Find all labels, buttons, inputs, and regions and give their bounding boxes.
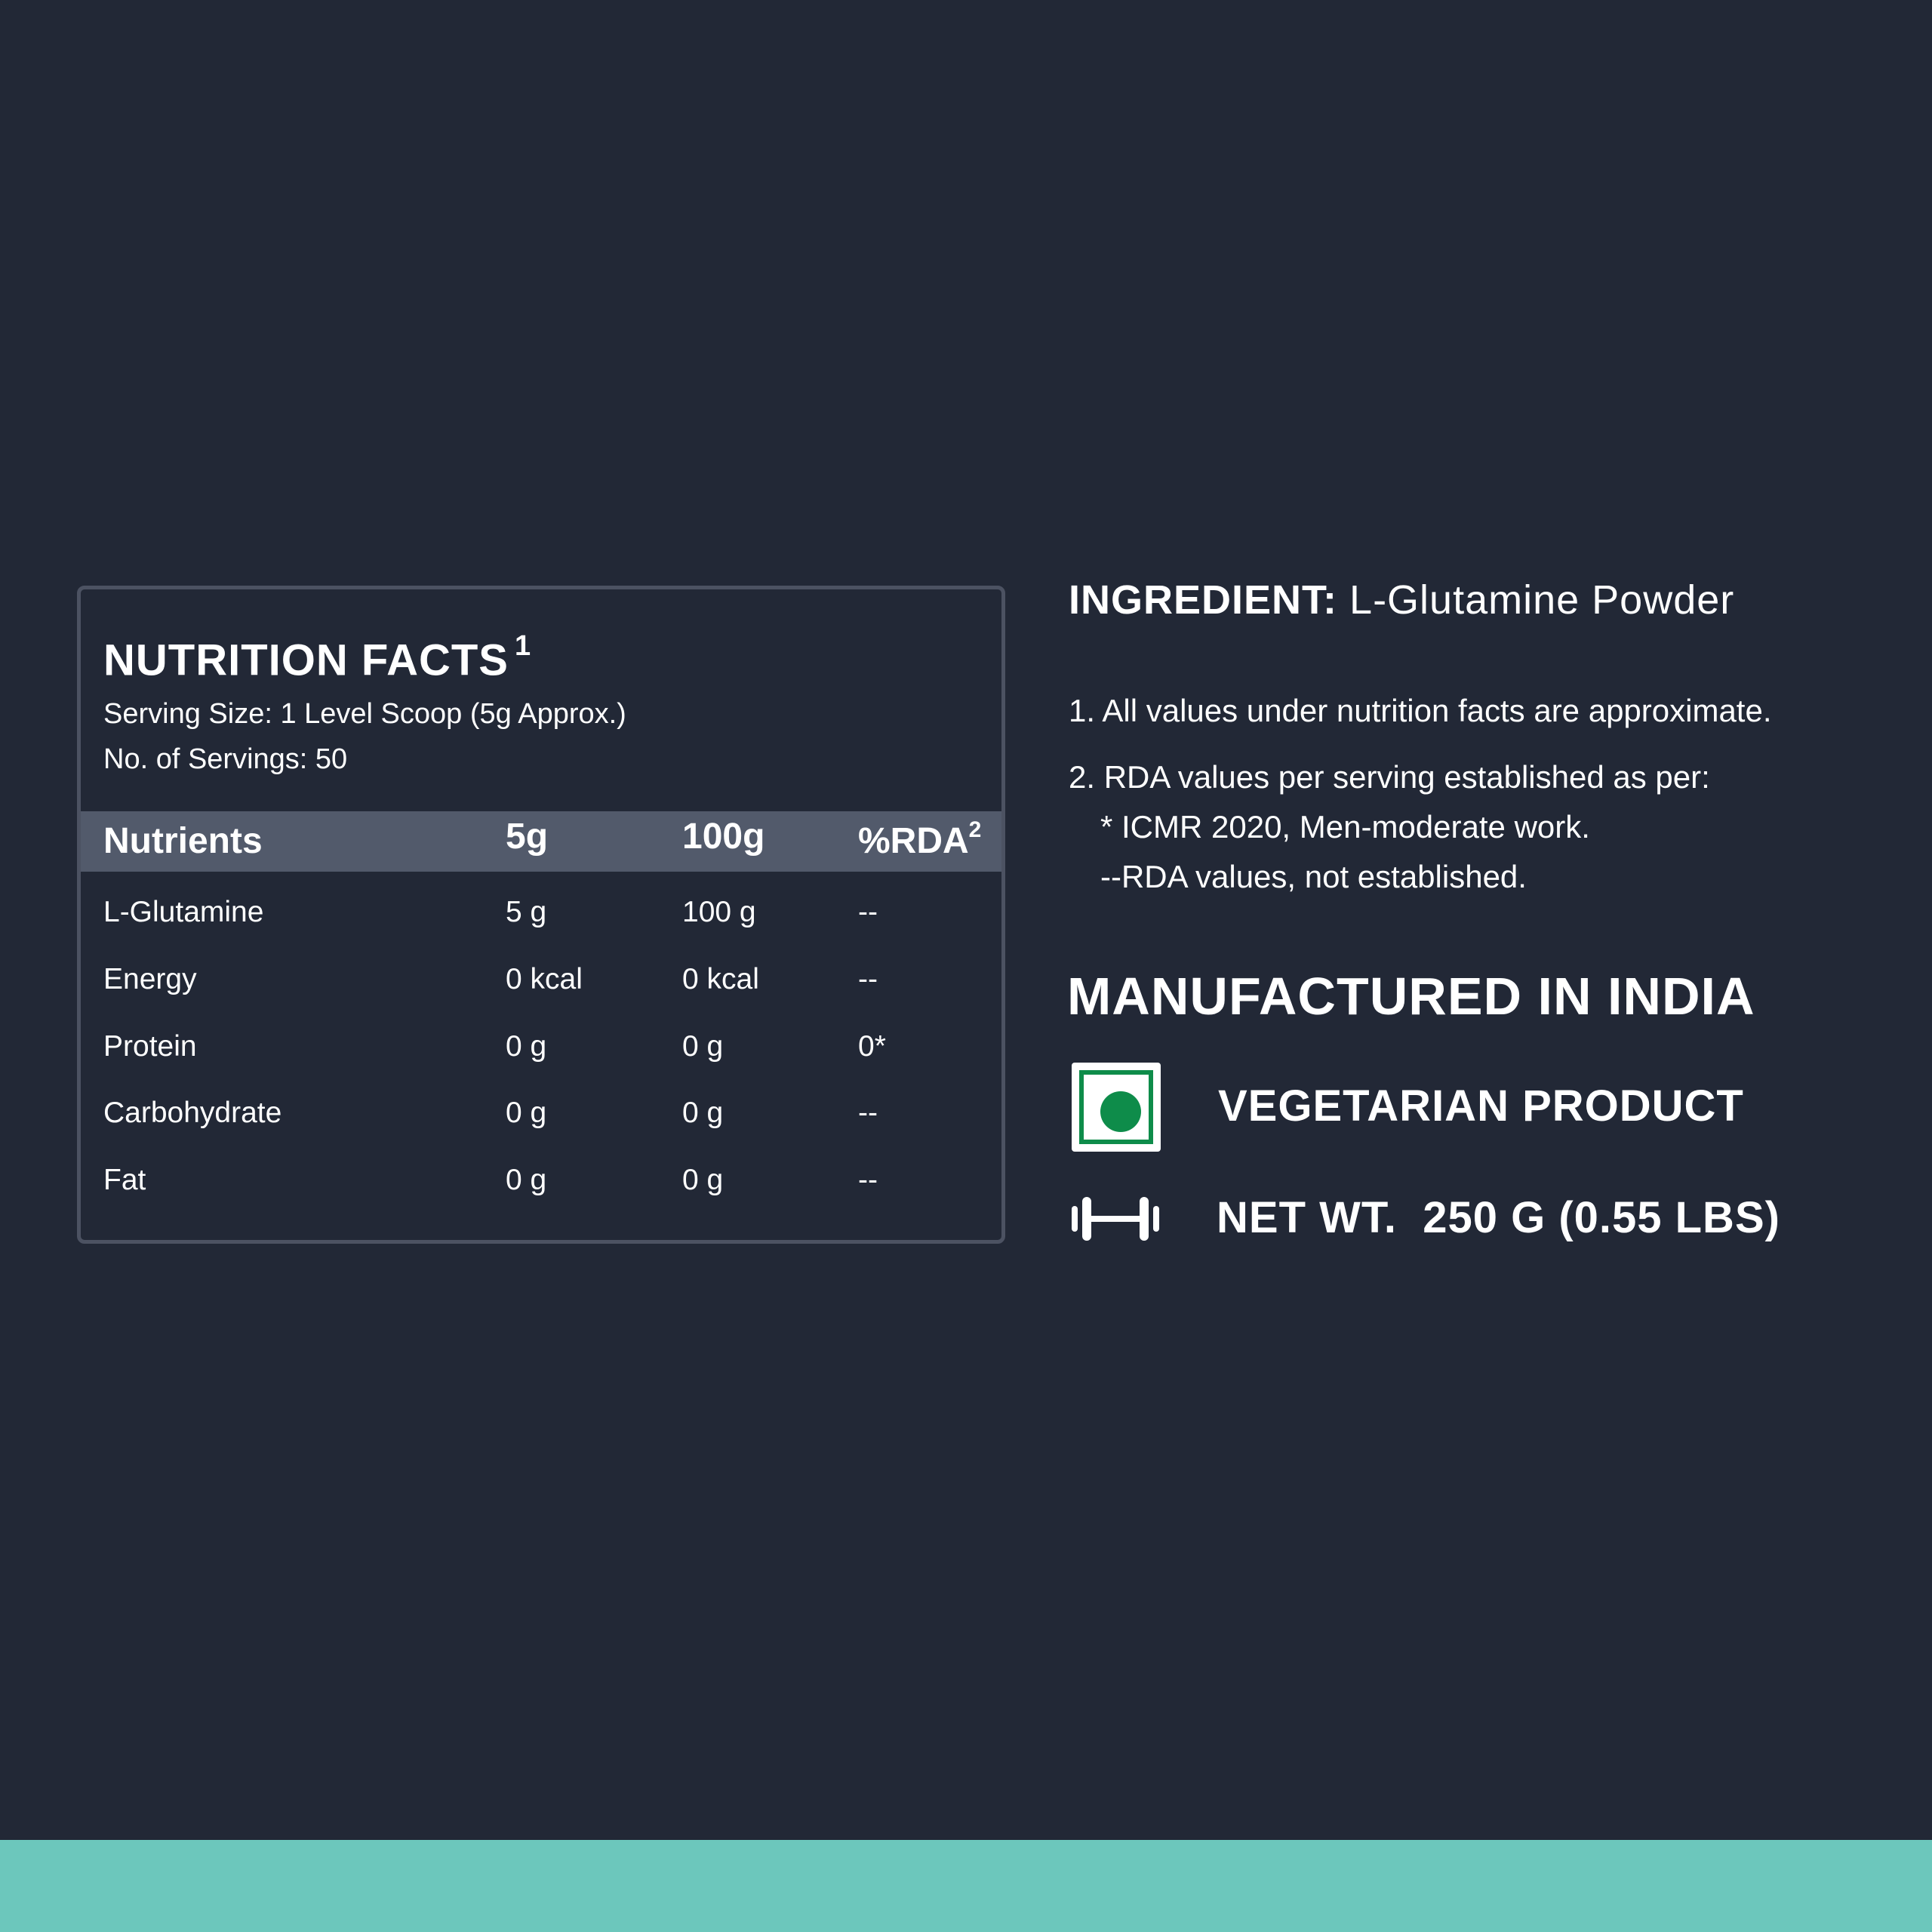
table-row: Carbohydrate 0 g 0 g -- <box>81 1083 1001 1143</box>
row-100g-value: 0 kcal <box>682 963 759 995</box>
nutrition-facts-title: NUTRITION FACTS 1 <box>103 630 531 685</box>
table-row: L-Glutamine 5 g 100 g -- <box>81 882 1001 943</box>
header-rda-footnote-ref: 2 <box>968 817 982 842</box>
ingredient-line: INGREDIENT: L-Glutamine Powder <box>1069 577 1734 623</box>
header-per-100g: 100g <box>682 817 765 857</box>
vegetarian-symbol-icon <box>1072 1063 1161 1152</box>
row-rda-value: -- <box>858 1097 878 1129</box>
footnote-2-not-established: --RDA values, not established. <box>1100 859 1527 894</box>
servings-count: No. of Servings: 50 <box>103 743 348 775</box>
nutrition-facts-title-text: NUTRITION FACTS <box>103 635 509 685</box>
row-serving-value: 0 g <box>506 1097 547 1129</box>
nutrition-facts-footnote-ref: 1 <box>514 630 532 662</box>
row-100g-value: 0 g <box>682 1030 724 1063</box>
serving-size: Serving Size: 1 Level Scoop (5g Approx.) <box>103 698 626 730</box>
header-nutrients: Nutrients <box>103 821 263 861</box>
footer-band <box>0 1840 1932 1932</box>
header-rda-text: %RDA <box>858 821 969 861</box>
header-rda: %RDA2 <box>858 817 982 862</box>
row-nutrient: Fat <box>103 1164 146 1196</box>
net-weight-label: NET WT. 250 G (0.55 LBS) <box>1217 1193 1780 1242</box>
nutrition-facts-panel: NUTRITION FACTS 1 Serving Size: 1 Level S… <box>77 586 1005 1244</box>
row-serving-value: 0 g <box>506 1030 547 1063</box>
row-nutrient: Protein <box>103 1030 197 1063</box>
row-nutrient: Energy <box>103 963 197 995</box>
row-100g-value: 0 g <box>682 1097 724 1129</box>
table-row: Protein 0 g 0 g 0* <box>81 1017 1001 1077</box>
nutrition-table-header: Nutrients 5g 100g %RDA2 <box>81 811 1001 872</box>
row-100g-value: 100 g <box>682 896 756 928</box>
row-rda-value: 0* <box>858 1030 886 1063</box>
footnote-2: 2. RDA values per serving established as… <box>1069 759 1710 795</box>
dumbbell-icon <box>1072 1197 1159 1241</box>
row-serving-value: 5 g <box>506 896 547 928</box>
ingredient-value: L-Glutamine Powder <box>1349 577 1735 623</box>
row-100g-value: 0 g <box>682 1164 724 1196</box>
table-row: Energy 0 kcal 0 kcal -- <box>81 949 1001 1010</box>
row-nutrient: Carbohydrate <box>103 1097 282 1129</box>
header-per-serving: 5g <box>506 817 549 857</box>
row-rda-value: -- <box>858 963 878 995</box>
row-rda-value: -- <box>858 1164 878 1196</box>
manufactured-in-heading: MANUFACTURED IN INDIA <box>1067 967 1755 1026</box>
footnote-2-icmr: * ICMR 2020, Men-moderate work. <box>1100 809 1590 844</box>
table-row: Fat 0 g 0 g -- <box>81 1150 1001 1211</box>
row-serving-value: 0 kcal <box>506 963 583 995</box>
row-serving-value: 0 g <box>506 1164 547 1196</box>
row-rda-value: -- <box>858 896 878 928</box>
row-nutrient: L-Glutamine <box>103 896 264 928</box>
vegetarian-product-label: VEGETARIAN PRODUCT <box>1218 1081 1744 1131</box>
footnote-1: 1. All values under nutrition facts are … <box>1069 693 1772 728</box>
ingredient-label: INGREDIENT: <box>1069 577 1338 623</box>
